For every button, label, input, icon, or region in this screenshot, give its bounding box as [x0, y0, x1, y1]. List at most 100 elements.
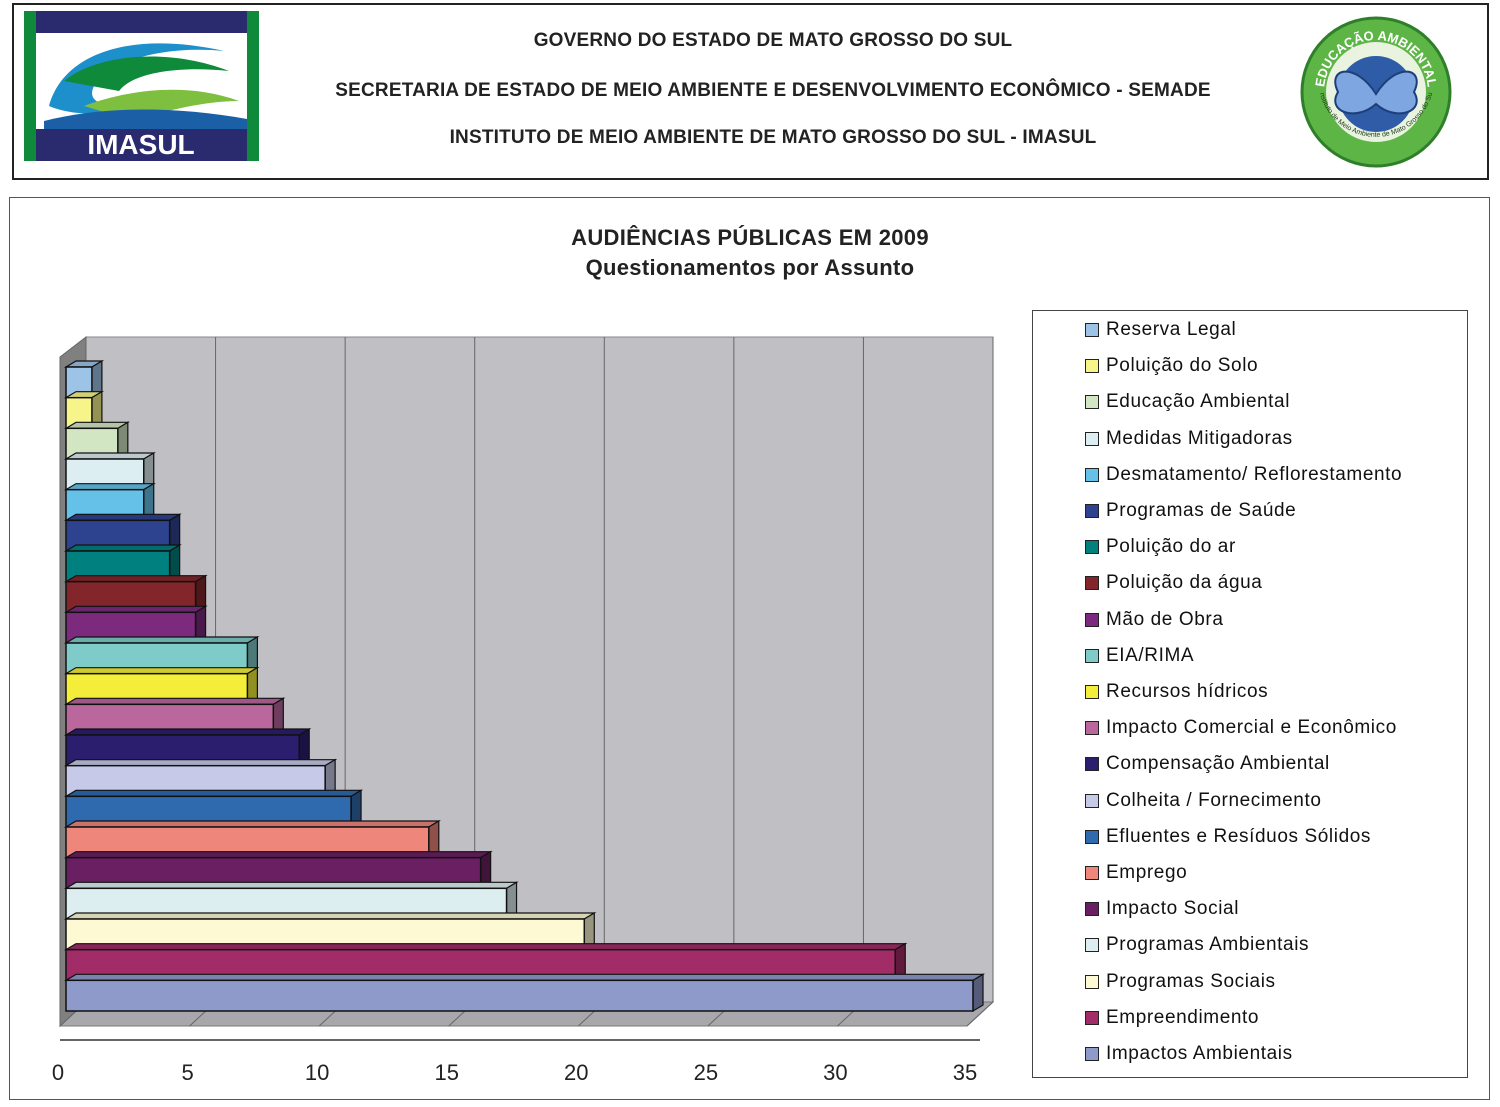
legend-label: Compensação Ambiental	[1106, 753, 1330, 775]
chart-legend: Reserva Legal Poluição do Solo Educação Am…	[1032, 310, 1468, 1078]
bar-top-face	[63, 912, 597, 920]
bar-top-face	[63, 728, 312, 736]
legend-swatch	[1085, 612, 1099, 627]
imasul-logo: IMASUL	[24, 11, 259, 161]
legend-label: Educação Ambiental	[1106, 391, 1291, 413]
bar-top-face	[63, 483, 156, 491]
bar-top-face	[63, 851, 493, 859]
legend-label: Mão de Obra	[1106, 608, 1224, 630]
bar	[63, 758, 338, 798]
legend-label: Colheita / Fornecimento	[1106, 789, 1322, 811]
legend-swatch	[1085, 540, 1099, 555]
x-tick-label: 25	[694, 1060, 718, 1085]
legend-swatch	[1085, 757, 1099, 772]
legend-label: Programas Ambientais	[1106, 934, 1310, 956]
bar-top-face	[63, 697, 286, 705]
legend-label: Recursos hídricos	[1106, 681, 1269, 702]
bar-top-face	[63, 789, 364, 797]
legend-label: Emprego	[1106, 862, 1188, 883]
legend-swatch	[1085, 866, 1099, 880]
header-secretariat-line: SECRETARIA DE ESTADO DE MEIO AMBIENTE E …	[335, 80, 1211, 101]
legend-item: Colheita / Fornecimento	[1085, 790, 1322, 812]
legend-swatch	[1085, 1047, 1099, 1061]
legend-swatch	[1085, 902, 1099, 917]
legend-label: Impactos Ambientais	[1106, 1043, 1293, 1064]
legend-label: Efluentes e Resíduos Sólidos	[1106, 825, 1372, 847]
legend-swatch	[1085, 648, 1099, 663]
legend-label: Impacto Comercial e Econômico	[1106, 717, 1397, 739]
legend-item: Programas de Saúde	[1085, 500, 1296, 522]
x-floor-gridline	[966, 1001, 994, 1027]
legend-swatch	[1085, 829, 1099, 844]
legend-item: Emprego	[1085, 862, 1187, 884]
bar	[63, 697, 286, 737]
legend-item: Poluição do ar	[1085, 536, 1236, 558]
legend-swatch	[1085, 504, 1099, 518]
chart-subtitle: Questionamentos por Assunto	[585, 255, 915, 280]
x-tick-label: 0	[52, 1060, 64, 1085]
bar-top-face	[63, 544, 182, 552]
legend-item: Impactos Ambientais	[1085, 1043, 1293, 1065]
chart-title-block: AUDIÊNCIAS PÚBLICAS EM 2009 Questionamen…	[400, 223, 1100, 283]
legend-label: Poluição da água	[1106, 572, 1263, 594]
legend-swatch	[1085, 576, 1099, 591]
legend-label: Programas Sociais	[1106, 970, 1276, 992]
bar-top-face	[63, 513, 182, 521]
legend-item: Poluição do Solo	[1085, 355, 1258, 377]
chart-title: AUDIÊNCIAS PÚBLICAS EM 2009	[571, 225, 929, 250]
bar-top-face	[63, 605, 208, 613]
legend-item: Medidas Mitigadoras	[1085, 428, 1293, 450]
legend-label: Poluição do Solo	[1106, 355, 1259, 377]
legend-item: Mão de Obra	[1085, 609, 1224, 631]
x-tick-label: 10	[305, 1060, 329, 1085]
legend-swatch	[1085, 974, 1099, 989]
legend-swatch	[1085, 938, 1099, 953]
bar-top-face	[63, 452, 156, 460]
legend-item: Impacto Social	[1085, 898, 1239, 920]
legend-label: Reserva Legal	[1106, 319, 1237, 340]
x-tick-label: 35	[953, 1060, 977, 1085]
x-tick-label: 30	[823, 1060, 847, 1085]
legend-swatch	[1085, 395, 1099, 410]
bar-top-face	[63, 667, 260, 675]
legend-swatch	[1085, 359, 1099, 374]
header-government-line: GOVERNO DO ESTADO DE MATO GROSSO DO SUL	[533, 30, 1013, 51]
legend-item: Desmatamento/ Reflorestamento	[1085, 464, 1402, 486]
x-tick-label: 20	[564, 1060, 588, 1085]
legend-item: Programas Ambientais	[1085, 934, 1309, 956]
legend-swatch	[1085, 1010, 1099, 1025]
bar	[63, 973, 986, 1013]
header-institute-line: INSTITUTO DE MEIO AMBIENTE DE MATO GROSS…	[449, 127, 1097, 148]
legend-item: Efluentes e Resíduos Sólidos	[1085, 826, 1371, 848]
imasul-logo-text: IMASUL	[87, 129, 194, 160]
legend-label: Medidas Mitigadoras	[1106, 427, 1293, 449]
legend-item: Poluição da água	[1085, 572, 1262, 594]
legend-label: Desmatamento/ Reflorestamento	[1106, 463, 1403, 485]
legend-item: Educação Ambiental	[1085, 391, 1290, 413]
educacao-ambiental-logo: EDUCAÇÃO AMBIENTAL Instituto de Meio Amb…	[1296, 12, 1452, 168]
legend-label: Poluição do ar	[1106, 536, 1236, 558]
legend-label: Empreendimento	[1106, 1006, 1260, 1028]
legend-item: EIA/RIMA	[1085, 645, 1194, 667]
legend-item: Recursos hídricos	[1085, 681, 1268, 703]
x-tick-label: 5	[181, 1060, 193, 1085]
bar-front-face	[65, 979, 974, 1012]
legend-label: Programas de Saúde	[1106, 500, 1297, 521]
legend-label: Impacto Social	[1106, 898, 1240, 920]
bar-top-face	[63, 973, 986, 981]
legend-item: Programas Sociais	[1085, 971, 1276, 993]
bar-top-face	[63, 943, 908, 951]
legend-swatch	[1085, 721, 1099, 736]
bar-top-face	[63, 881, 519, 889]
legend-item: Reserva Legal	[1085, 319, 1236, 341]
legend-swatch	[1085, 793, 1099, 808]
legend-item: Impacto Comercial e Econômico	[1085, 717, 1397, 739]
x-tick-label: 15	[434, 1060, 458, 1085]
legend-label: EIA/RIMA	[1106, 644, 1195, 666]
legend-item: Compensação Ambiental	[1085, 753, 1330, 775]
legend-item: Empreendimento	[1085, 1007, 1259, 1029]
legend-swatch	[1085, 431, 1099, 446]
legend-swatch	[1085, 323, 1099, 337]
bar-top-face	[63, 636, 260, 644]
